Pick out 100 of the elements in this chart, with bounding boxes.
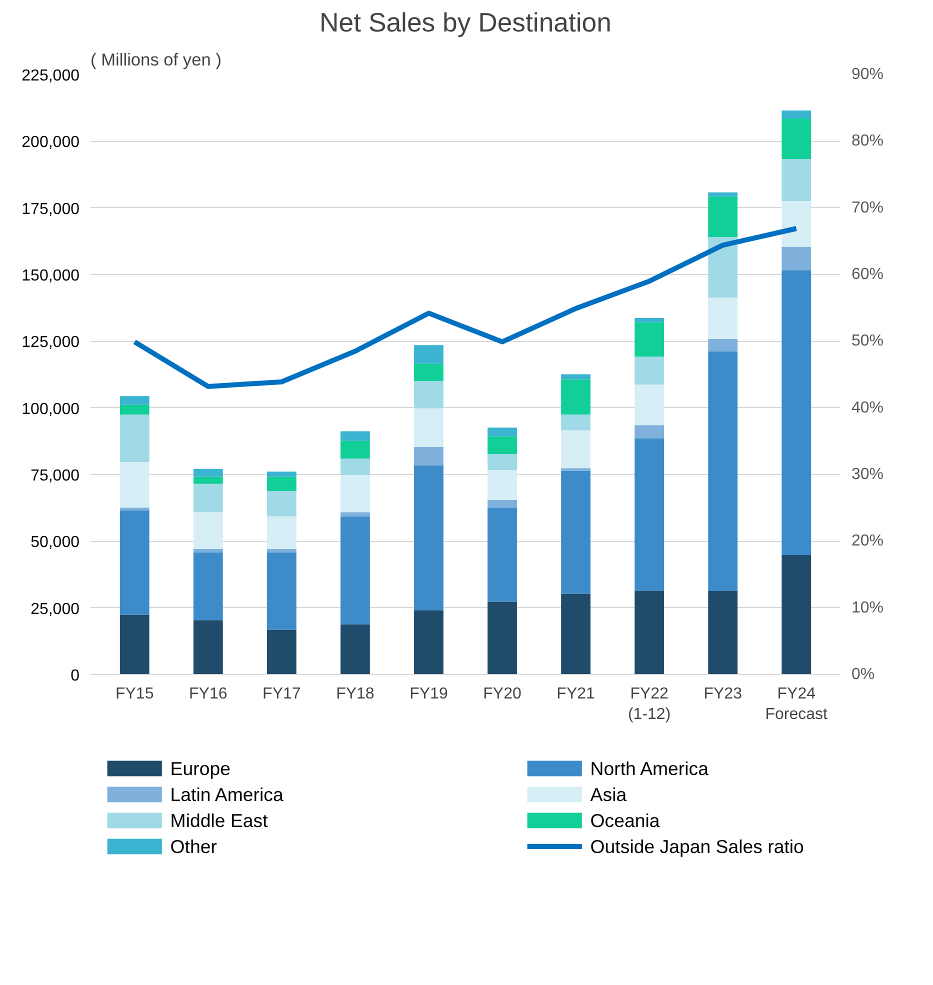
- x-tick-label: FY23: [704, 686, 742, 702]
- bar: [561, 374, 590, 380]
- bar: [193, 548, 223, 552]
- bar: [120, 462, 150, 508]
- bar: [708, 339, 738, 352]
- bar: [561, 379, 590, 414]
- legend-label: Latin America: [170, 784, 284, 805]
- legend-label: Asia: [590, 784, 628, 805]
- x-tick-label: FY17: [262, 686, 301, 702]
- x-tick-label: FY16: [189, 686, 228, 702]
- bar: [634, 425, 664, 438]
- bar: [561, 594, 590, 674]
- legend-label: Other: [170, 836, 217, 857]
- bar: [782, 110, 812, 118]
- bar: [414, 465, 444, 610]
- bar: [708, 196, 738, 238]
- x-tick-label: FY22 (1-12): [628, 686, 671, 723]
- bar: [120, 404, 150, 414]
- bar: [488, 470, 517, 500]
- bar: [708, 192, 738, 197]
- bar: [414, 364, 444, 382]
- bar: [488, 602, 517, 674]
- x-tick-label: FY19: [410, 686, 448, 702]
- bar: [120, 396, 150, 405]
- bar: [708, 591, 738, 674]
- y-tick-label: 100,000: [22, 400, 80, 418]
- y2-tick-label: 90%: [852, 66, 884, 83]
- bar: [634, 591, 664, 674]
- bar: [488, 436, 517, 454]
- legend-label: North America: [590, 758, 710, 779]
- bar: [340, 624, 370, 674]
- x-tick-label: FY24 Forecast: [765, 686, 828, 723]
- bar: [561, 430, 590, 468]
- bar: [414, 381, 444, 408]
- bar: [340, 516, 370, 624]
- y2-tick-label: 30%: [852, 466, 884, 483]
- y-tick-label: 175,000: [22, 200, 80, 218]
- bar: [634, 384, 664, 426]
- x-tick-label: FY18: [336, 686, 374, 702]
- bar: [193, 620, 223, 674]
- bar: [488, 500, 517, 508]
- y-tick-label: 200,000: [22, 134, 80, 152]
- y2-tick-label: 40%: [852, 399, 884, 416]
- bar: [340, 440, 370, 458]
- x-tick-label: FY20: [483, 686, 522, 702]
- bar: [340, 458, 370, 476]
- y-tick-label: 25,000: [30, 600, 80, 618]
- y-tick-label: 150,000: [22, 268, 80, 284]
- x-tick-label: FY15: [115, 686, 154, 702]
- bar: [120, 414, 150, 462]
- legend-label: Middle East: [170, 810, 269, 831]
- bar: [340, 512, 370, 516]
- bar: [266, 472, 296, 477]
- bar: [193, 484, 223, 512]
- y-tick-label: 0: [70, 668, 80, 684]
- y-tick-label: 75,000: [30, 468, 80, 484]
- x-tick-label: FY21: [556, 686, 596, 702]
- legend-label: Outside Japan Sales ratio: [590, 836, 804, 857]
- bar: [340, 431, 370, 441]
- chart-title: Net Sales by Destination: [320, 8, 612, 38]
- bar: [561, 414, 590, 430]
- y2-tick-label: 10%: [852, 599, 884, 616]
- bar: [414, 408, 444, 448]
- bar: [782, 555, 812, 674]
- bar: [782, 246, 812, 270]
- bar: [120, 614, 150, 674]
- y2-tick-label: 50%: [852, 332, 884, 350]
- bar: [782, 118, 812, 160]
- y2-tick-label: 70%: [852, 199, 884, 216]
- bar: [193, 468, 223, 477]
- y2-tick-label: 80%: [852, 132, 884, 150]
- bar: [414, 610, 444, 674]
- bar: [120, 510, 150, 615]
- bar: [708, 237, 738, 298]
- y2-tick-label: 20%: [852, 532, 884, 550]
- bar: [782, 159, 812, 202]
- bar: [634, 322, 664, 357]
- bar: [266, 548, 296, 552]
- y-axis-title: ( Millions of yen ): [90, 50, 222, 70]
- bar: [708, 351, 738, 592]
- bar: [266, 516, 296, 549]
- bar: [414, 345, 444, 364]
- bar: [634, 356, 664, 385]
- bar: [561, 468, 590, 471]
- bar: [193, 512, 223, 549]
- bar: [488, 454, 517, 470]
- bar: [488, 508, 517, 602]
- y-tick-label: 225,000: [22, 68, 80, 84]
- bar: [561, 470, 590, 594]
- bar: [782, 201, 812, 247]
- y2-tick-label: 0%: [852, 666, 875, 683]
- bar: [266, 552, 296, 630]
- bar: [634, 318, 664, 322]
- bar: [266, 630, 296, 674]
- bar: [634, 438, 664, 592]
- bar: [193, 476, 223, 484]
- y-tick-label: 125,000: [22, 334, 80, 352]
- legend-label: Oceania: [590, 810, 660, 831]
- bar: [120, 508, 150, 510]
- bar: [266, 491, 296, 516]
